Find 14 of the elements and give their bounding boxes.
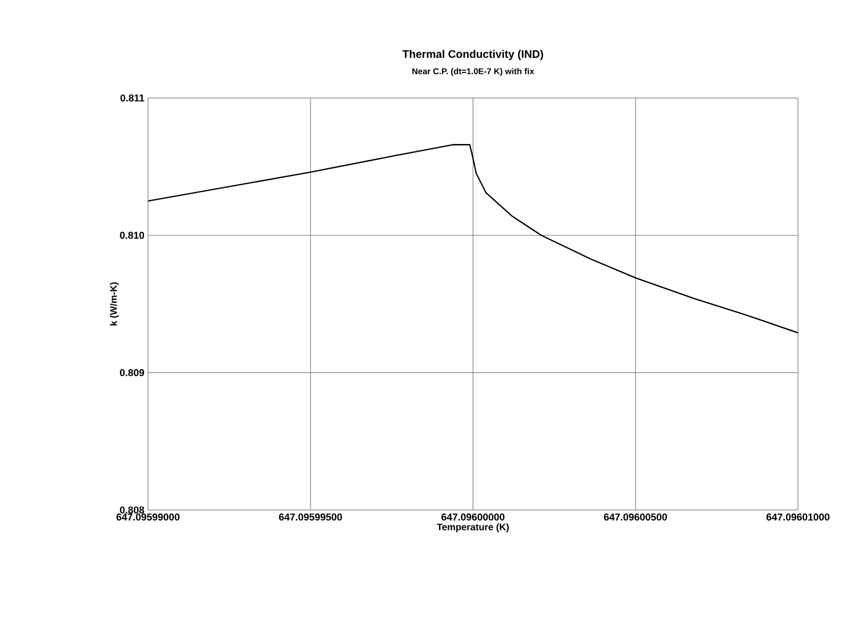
x-axis-title: Temperature (K)	[436, 523, 509, 532]
y-axis-title: k (W/m-K)	[110, 282, 119, 326]
y-tick-label: 0.809	[120, 369, 144, 376]
x-tick-label: 647.09601000	[766, 514, 830, 521]
x-tick-label: 647.09599000	[116, 514, 180, 521]
x-tick-label: 647.09599500	[279, 514, 342, 521]
chart-subtitle: Near C.P. (dt=1.0E-7 K) with fix	[412, 68, 534, 76]
chart-title: Thermal Conductivity (IND)	[402, 50, 544, 60]
y-tick-label: 0.808	[120, 506, 144, 514]
x-tick-label: 647.09600000	[442, 514, 504, 521]
x-tick-label: 647.09600500	[604, 514, 667, 521]
y-tick-label: 0.810	[120, 232, 144, 239]
y-tick-label: 0.811	[120, 94, 144, 102]
line-series	[148, 144, 798, 334]
